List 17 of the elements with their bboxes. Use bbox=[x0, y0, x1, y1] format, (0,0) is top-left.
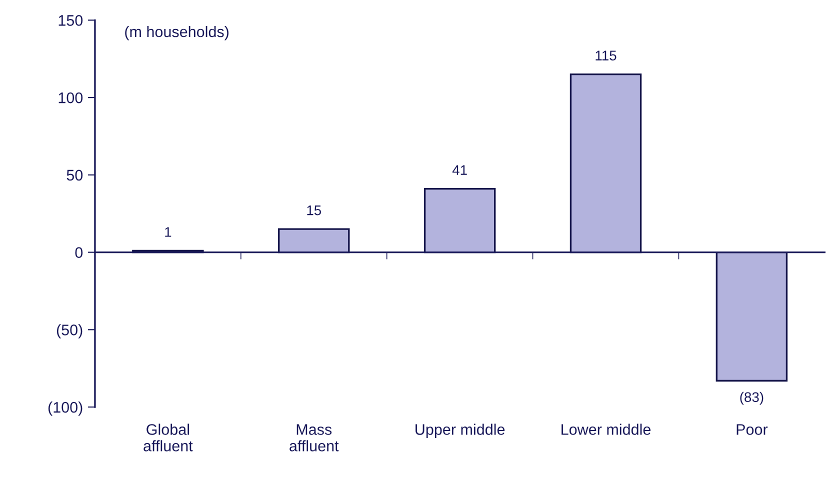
annotation: (m households) bbox=[125, 26, 228, 40]
x-tick-label: Poor bbox=[736, 424, 768, 435]
x-tick-label: Lower middle bbox=[562, 424, 651, 435]
y-tick-label: (100) bbox=[48, 402, 82, 416]
data-label: (83) bbox=[740, 392, 764, 405]
y-tick-label: 150 bbox=[58, 15, 83, 26]
y-tick-label: 50 bbox=[66, 170, 83, 181]
data-label: 41 bbox=[452, 165, 467, 175]
y-tick-label: (50) bbox=[56, 324, 82, 338]
x-tick-label: Global affluent bbox=[144, 424, 193, 452]
y-tick-label: 100 bbox=[58, 92, 83, 104]
data-label: 115 bbox=[596, 50, 616, 60]
y-tick-label: 0 bbox=[75, 247, 83, 258]
data-label: 1 bbox=[165, 227, 172, 237]
x-tick-label: Mass affluent bbox=[290, 424, 339, 452]
x-tick-label: Upper middle bbox=[416, 424, 505, 438]
data-label: 15 bbox=[307, 206, 322, 216]
